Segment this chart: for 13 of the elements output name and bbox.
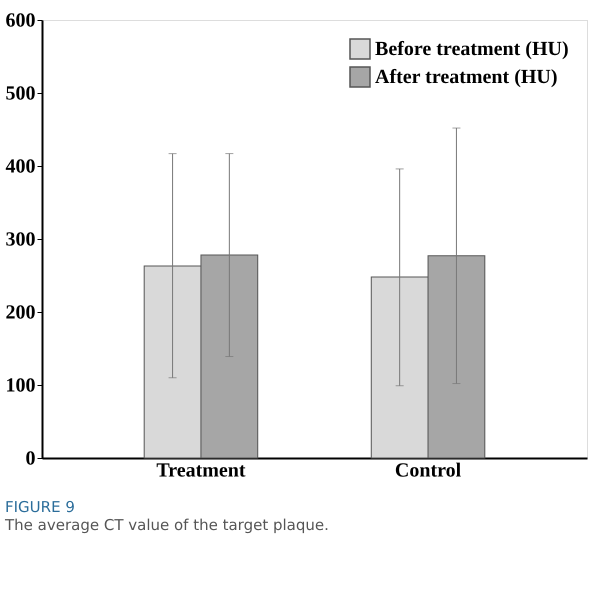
y-tick-label: 0	[26, 448, 36, 470]
legend-label: Before treatment (HU)	[375, 38, 569, 60]
x-tick-label: Treatment	[156, 460, 246, 482]
y-tick-label: 500	[6, 82, 36, 104]
y-tick-label: 400	[6, 156, 36, 178]
y-tick-label: 200	[6, 302, 36, 324]
y-tick-label: 600	[6, 10, 36, 32]
y-tick-label: 300	[6, 228, 36, 250]
legend-label: After treatment (HU)	[375, 66, 558, 88]
caption: FIGURE 9	[5, 498, 75, 516]
x-tick-label: Control	[394, 460, 462, 482]
text: The average CT value of the target plaque.	[4, 516, 329, 534]
y-tick-label: 100	[6, 374, 36, 396]
